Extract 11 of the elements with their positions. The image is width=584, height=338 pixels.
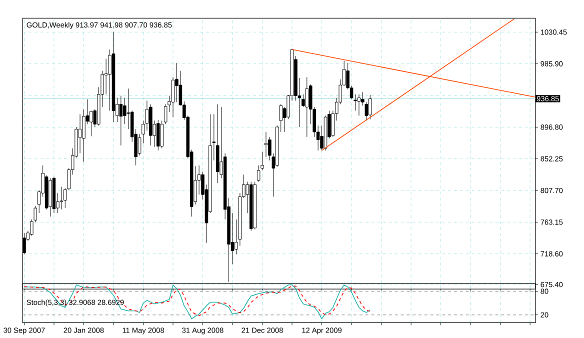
candlestick: [264, 132, 268, 158]
candlestick: [160, 120, 164, 149]
candlestick: [78, 114, 82, 154]
candlestick: [156, 120, 160, 151]
candlestick: [357, 94, 361, 116]
candlestick: [305, 77, 309, 138]
candlestick: [108, 49, 112, 112]
candlestick: [119, 96, 123, 146]
candlestick: [171, 77, 175, 118]
candlestick: [60, 186, 64, 210]
candlestick: [368, 94, 372, 120]
